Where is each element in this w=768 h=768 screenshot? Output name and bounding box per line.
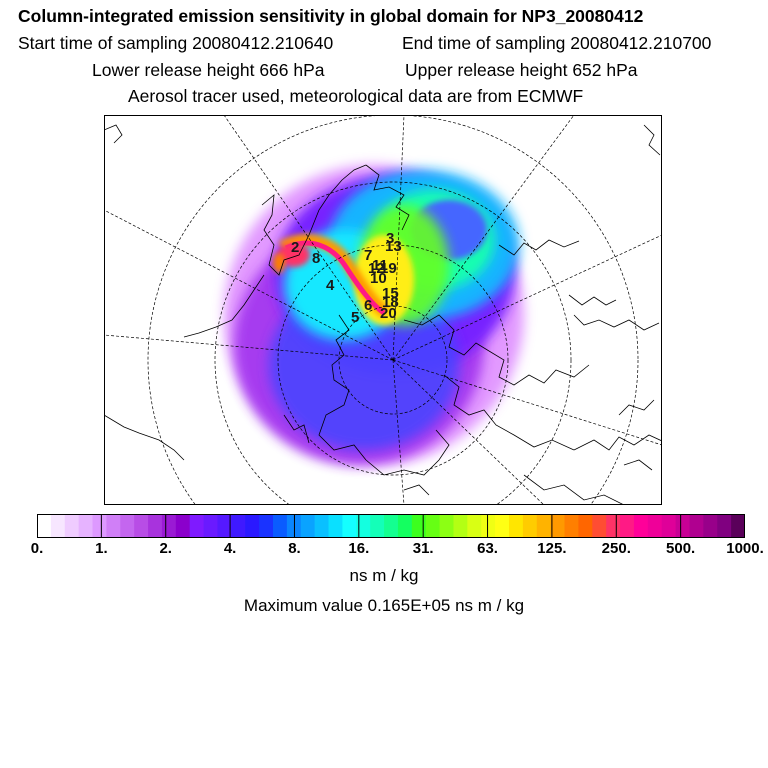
color-scale-cell — [300, 514, 316, 538]
receptor-label: 19 — [380, 260, 397, 277]
receptor-label: 5 — [351, 309, 359, 326]
receptor-label: 4 — [326, 277, 335, 294]
color-scale-cell — [620, 514, 635, 538]
color-scale-cell — [647, 514, 663, 538]
color-scale-cell — [675, 514, 691, 538]
color-scale-tick-label: 1. — [95, 540, 108, 557]
color-scale-cell — [245, 514, 260, 538]
color-scale-cell — [64, 514, 80, 538]
color-scale-cell — [120, 514, 135, 538]
figure-title: Column-integrated emission sensitivity i… — [18, 6, 644, 26]
color-scale-cell — [50, 514, 66, 538]
graticule — [104, 115, 662, 505]
start-time-label: Start time of sampling 20080412.210640 — [18, 33, 334, 53]
color-scale-cell — [397, 514, 413, 538]
receptor-label: 12 — [368, 260, 385, 277]
receptor-labels: 3 2 8 7 12 19 10 4 15 6 20 5 18 11 13 — [291, 230, 402, 326]
color-scale-cell — [384, 514, 399, 538]
tracer-info-label: Aerosol tracer used, meteorological data… — [128, 86, 584, 106]
color-scale-cell — [148, 514, 163, 538]
color-scale-cell — [564, 514, 580, 538]
color-scale-cell — [231, 514, 246, 538]
color-scale-cell — [495, 514, 510, 538]
color-scale-cell — [592, 514, 607, 538]
color-scale-cell — [522, 514, 538, 538]
color-scale-cell — [342, 514, 357, 538]
color-scale-tick-label: 63. — [477, 540, 498, 557]
receptor-label: 13 — [385, 238, 402, 255]
color-scale-cell — [314, 514, 330, 538]
color-scale-bar — [37, 514, 745, 538]
receptor-label: 8 — [312, 250, 320, 267]
color-scale-cell — [703, 514, 718, 538]
color-scale-cell — [37, 514, 52, 538]
receptor-label: 10 — [370, 270, 387, 287]
upper-release-height-label: Upper release height 652 hPa — [405, 60, 638, 80]
color-scale-cell — [175, 514, 191, 538]
color-scale-cell — [453, 514, 468, 538]
color-scale-cell — [425, 514, 441, 538]
color-scale-cell — [481, 514, 496, 538]
color-scale-tick-label: 4. — [223, 540, 237, 557]
receptor-label: 7 — [364, 247, 372, 264]
color-scale-cell — [259, 514, 274, 538]
color-scale-cell — [578, 514, 593, 538]
color-scale-cell — [328, 514, 344, 538]
coastlines — [104, 124, 662, 505]
color-scale-tick-label: 16. — [348, 540, 370, 557]
lower-release-height-label: Lower release height 666 hPa — [92, 60, 325, 80]
color-scale-cells — [37, 514, 745, 538]
maximum-value-label: Maximum value 0.165E+05 ns m / kg — [243, 596, 525, 615]
color-scale-cell — [439, 514, 455, 538]
receptor-label: 15 — [382, 285, 399, 302]
color-scale-cell — [217, 514, 232, 538]
receptor-label: 20 — [380, 305, 397, 322]
receptor-label: 3 — [386, 230, 394, 247]
color-scale-cell — [689, 514, 704, 538]
color-scale-cell — [273, 514, 288, 538]
color-scale-tick-label: 0. — [30, 540, 44, 557]
color-scale-cell — [606, 514, 621, 538]
color-scale-tick-label: 2. — [159, 540, 172, 557]
color-scale-dividers — [100, 514, 682, 538]
color-scale-cell — [731, 514, 745, 538]
color-scale-cell — [78, 514, 94, 538]
color-scale-cell — [550, 514, 566, 538]
receptor-label: 11 — [372, 257, 388, 274]
units-label: ns m / kg — [349, 566, 419, 585]
color-scale-cell — [161, 514, 177, 538]
receptor-label: 6 — [364, 297, 372, 314]
color-scale-tick-label: 125. — [537, 540, 567, 557]
color-scale-cell — [467, 514, 482, 538]
color-scale-tick-label: 31. — [412, 540, 434, 557]
sensitivity-field — [224, 165, 524, 465]
receptor-label: 18 — [382, 294, 399, 311]
color-scale-tick-label: 500. — [666, 540, 696, 557]
color-scale-cell — [633, 514, 649, 538]
color-scale-cell — [92, 514, 108, 538]
color-scale-tick-label: 1000. — [726, 540, 764, 557]
color-scale-cell — [356, 514, 371, 538]
color-scale-cell — [509, 514, 524, 538]
color-scale-cell — [717, 514, 732, 538]
color-scale-cell — [189, 514, 205, 538]
end-time-label: End time of sampling 20080412.210700 — [402, 33, 712, 53]
color-scale-tick-label: 250. — [601, 540, 631, 557]
color-scale-cell — [203, 514, 219, 538]
color-scale-cell — [661, 514, 677, 538]
color-scale-tick-label: 8. — [288, 540, 301, 557]
color-scale-cell — [106, 514, 121, 538]
color-scale-cell — [411, 514, 427, 538]
color-scale-cell — [536, 514, 552, 538]
receptor-label: 2 — [291, 239, 299, 256]
color-scale-cell — [134, 514, 149, 538]
emission-sensitivity-map: 3 2 8 7 12 19 10 4 15 6 20 5 18 11 13 — [104, 115, 662, 505]
color-scale-cell — [370, 514, 385, 538]
